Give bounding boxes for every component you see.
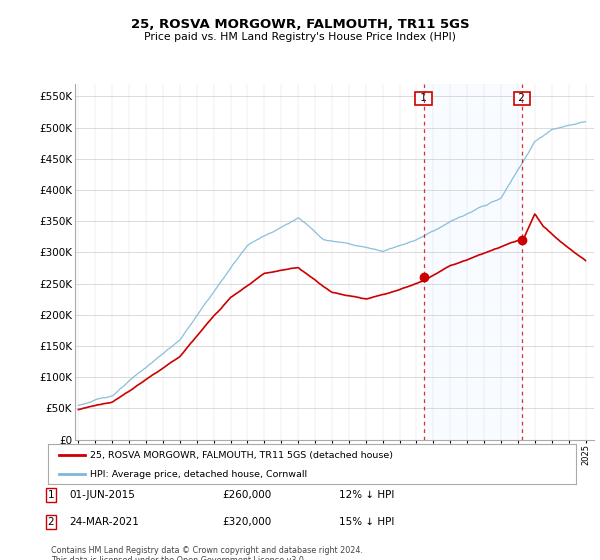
Text: 01-JUN-2015: 01-JUN-2015 [69, 490, 135, 500]
Text: 1: 1 [417, 94, 430, 104]
Text: 12% ↓ HPI: 12% ↓ HPI [339, 490, 394, 500]
Text: 25, ROSVA MORGOWR, FALMOUTH, TR11 5GS (detached house): 25, ROSVA MORGOWR, FALMOUTH, TR11 5GS (d… [90, 451, 393, 460]
Text: 2: 2 [515, 94, 529, 104]
Text: 24-MAR-2021: 24-MAR-2021 [69, 517, 139, 527]
Text: £260,000: £260,000 [222, 490, 271, 500]
Text: £320,000: £320,000 [222, 517, 271, 527]
Text: 15% ↓ HPI: 15% ↓ HPI [339, 517, 394, 527]
Text: 2: 2 [47, 517, 55, 527]
Text: 25, ROSVA MORGOWR, FALMOUTH, TR11 5GS: 25, ROSVA MORGOWR, FALMOUTH, TR11 5GS [131, 18, 469, 31]
Text: Contains HM Land Registry data © Crown copyright and database right 2024.
This d: Contains HM Land Registry data © Crown c… [51, 546, 363, 560]
Text: 1: 1 [47, 490, 55, 500]
Text: HPI: Average price, detached house, Cornwall: HPI: Average price, detached house, Corn… [90, 470, 307, 479]
Bar [424, 84, 522, 440]
Text: Price paid vs. HM Land Registry's House Price Index (HPI): Price paid vs. HM Land Registry's House … [144, 32, 456, 43]
